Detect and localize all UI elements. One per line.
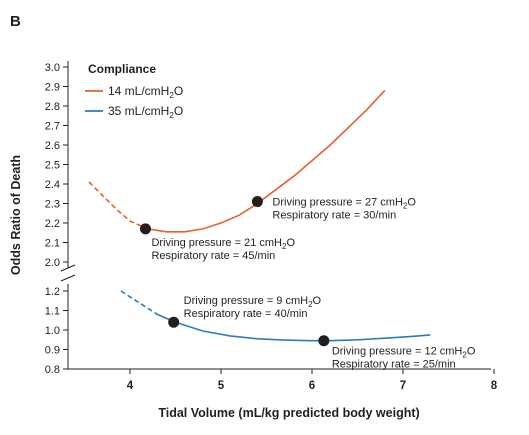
annotation-driving-pressure: Driving pressure = 9 cmH2O (184, 295, 322, 309)
y-tick-label: 2.1 (45, 238, 60, 250)
annotation-driving-pressure: Driving pressure = 21 cmH2O (151, 237, 295, 251)
y-ticks: 3.0 2.9 2.8 2.7 2.6 2.5 2.4 2.3 2.2 2.1 2.0 1.2 1.1 1… (45, 62, 68, 376)
annotation-respiratory-rate: Respiratory rate = 30/min (272, 210, 396, 222)
series-line (156, 313, 431, 342)
y-tick-label: 2.7 (45, 121, 60, 133)
x-axis-label: Tidal Volume (mL/kg predicted body weigh… (158, 406, 419, 420)
annotation-respiratory-rate: Respiratory rate = 25/min (332, 359, 456, 371)
x-tick-label: 7 (400, 380, 406, 392)
data-point-marker (318, 335, 330, 347)
annotation-respiratory-rate: Respiratory rate = 45/min (151, 250, 275, 262)
x-ticks: 4 5 6 7 8 (127, 369, 498, 392)
x-tick-label: 8 (491, 380, 498, 392)
y-tick-label: 2.3 (45, 199, 60, 211)
y-tick-label: 3.0 (45, 62, 60, 74)
y-tick-label: 0.9 (45, 345, 60, 357)
y-tick-label: 0.8 (45, 364, 60, 376)
series-line-dashed (120, 290, 158, 316)
y-tick-label: 2.4 (45, 179, 60, 191)
annotation-driving-pressure: Driving pressure = 27 cmH2O (272, 197, 416, 211)
y-tick-label: 2.6 (45, 140, 60, 152)
legend-title: Compliance (88, 62, 156, 76)
x-tick-label: 4 (127, 380, 134, 392)
y-tick-label: 2.8 (45, 101, 60, 113)
legend-entry-label: 14 mL/cmH2O (108, 84, 183, 100)
annotation-markers (139, 196, 330, 347)
x-tick-label: 5 (218, 380, 225, 392)
legend-entry-label: 35 mL/cmH2O (108, 104, 183, 120)
data-point-marker (251, 196, 263, 208)
y-axis-label: Odds Ratio of Death (9, 155, 23, 275)
y-tick-label: 2.9 (45, 82, 60, 94)
series-line-dashed (88, 181, 149, 230)
data-point-marker (168, 316, 180, 328)
y-tick-label: 1.2 (45, 286, 60, 298)
y-axis-title: Odds Ratio of Death (9, 155, 23, 275)
legend: Compliance 14 mL/cmH2O 35 mL/cmH2O (85, 62, 183, 120)
y-tick-label: 2.0 (45, 257, 60, 269)
y-tick-label: 1.1 (45, 306, 60, 318)
x-tick-label: 6 (309, 380, 315, 392)
y-tick-label: 1.0 (45, 325, 60, 337)
annotation-respiratory-rate: Respiratory rate = 40/min (184, 308, 308, 320)
series-lines (88, 89, 431, 342)
axis-break-mark (60, 264, 76, 272)
y-tick-label: 2.2 (45, 218, 60, 230)
y-tick-label: 2.5 (45, 160, 60, 172)
annotation-driving-pressure: Driving pressure = 12 cmH2O (332, 346, 476, 360)
series-line (148, 89, 386, 233)
panel-label: B (10, 13, 21, 30)
data-point-marker (139, 223, 151, 235)
axis-break-mark (60, 274, 76, 282)
